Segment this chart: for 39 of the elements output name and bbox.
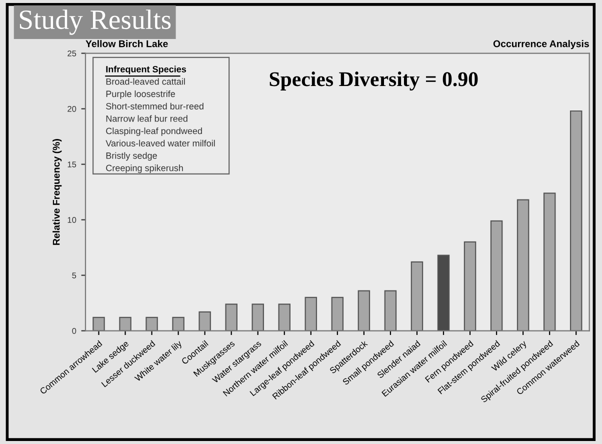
bar bbox=[570, 110, 582, 331]
annotation: Infrequent Species bbox=[106, 66, 186, 74]
bar bbox=[490, 220, 503, 331]
bar bbox=[119, 316, 132, 331]
bar bbox=[358, 290, 370, 331]
annotation: Various-leaved water milfoil bbox=[106, 140, 215, 146]
bar bbox=[331, 296, 344, 331]
y-axis-title: Relative Frequency (%) bbox=[52, 139, 62, 245]
annotation: Species Diversity = 0.90 bbox=[270, 72, 478, 91]
y-tick-label: 5 bbox=[72, 272, 76, 278]
y-tick-label: 10 bbox=[68, 216, 76, 223]
bar bbox=[543, 192, 556, 331]
y-tick-label: 25 bbox=[68, 50, 76, 56]
bar bbox=[304, 296, 318, 331]
annotation: Clasping-leaf pondweed bbox=[106, 128, 202, 136]
bar bbox=[278, 304, 291, 331]
y-tick-label: 0 bbox=[72, 328, 76, 334]
annotation: Purple loosestrife bbox=[106, 90, 175, 99]
bar bbox=[198, 311, 211, 331]
text: Occurrence Analysis bbox=[493, 40, 589, 50]
bar bbox=[252, 304, 264, 331]
bar bbox=[464, 241, 476, 331]
annotation: Short-stemmed bur-reed bbox=[106, 102, 204, 110]
annotation: Broad-leaved cattail bbox=[106, 78, 185, 85]
bar bbox=[92, 316, 105, 331]
bar bbox=[172, 316, 184, 331]
bar bbox=[146, 316, 158, 331]
y-tick-label: 15 bbox=[68, 162, 76, 168]
bar bbox=[225, 304, 238, 331]
annotation: Bristly sedge bbox=[106, 152, 157, 161]
annotation: Narrow leaf bur reed bbox=[106, 115, 188, 122]
chart-title: Study Results bbox=[20, 10, 171, 35]
bar bbox=[410, 261, 424, 331]
annotation: Creeping spikerush bbox=[106, 164, 183, 173]
bar bbox=[384, 290, 397, 331]
bar bbox=[437, 254, 450, 331]
chart-subtitle: Yellow Birch Lake bbox=[86, 40, 168, 48]
y-tick-label: 20 bbox=[68, 106, 76, 112]
bar bbox=[516, 199, 530, 331]
